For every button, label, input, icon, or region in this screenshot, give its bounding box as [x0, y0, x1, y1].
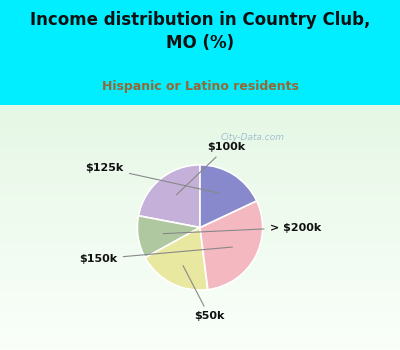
Wedge shape	[145, 228, 208, 290]
Text: City-Data.com: City-Data.com	[221, 133, 285, 141]
Wedge shape	[138, 165, 200, 228]
Text: $125k: $125k	[86, 163, 219, 193]
Text: Income distribution in Country Club,
MO (%): Income distribution in Country Club, MO …	[30, 12, 370, 51]
Text: > $200k: > $200k	[163, 223, 321, 234]
Wedge shape	[200, 165, 257, 228]
Text: $100k: $100k	[176, 142, 245, 195]
Text: $50k: $50k	[183, 266, 224, 321]
Text: Hispanic or Latino residents: Hispanic or Latino residents	[102, 79, 298, 93]
Text: $150k: $150k	[80, 247, 232, 264]
Wedge shape	[200, 201, 263, 290]
Wedge shape	[137, 216, 200, 258]
